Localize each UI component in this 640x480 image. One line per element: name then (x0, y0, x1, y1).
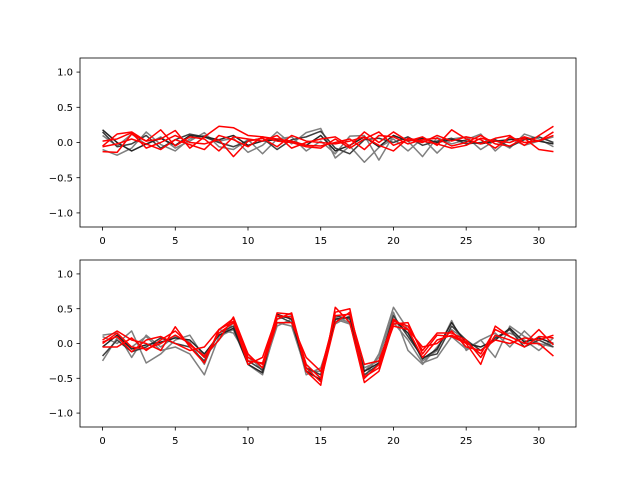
top-plot-y-tick-label: −1.0 (49, 209, 73, 220)
top-plot-x-tick-label: 30 (533, 236, 546, 247)
top-plot-y-tick-label: −0.5 (49, 173, 73, 184)
top-plot-y-tick-label: 0.0 (57, 138, 73, 149)
top-plot-x-ticks: 0 5 10 15 20 25 30 (99, 227, 545, 247)
bottom-plot-y-tick-label: 0.5 (57, 304, 73, 315)
bottom-plot-series-line-8 (102, 313, 554, 373)
top-plot-x-tick-label: 0 (99, 236, 105, 247)
top-plot-x-tick-label: 25 (460, 236, 473, 247)
top-plot-x-tick-label: 5 (172, 236, 178, 247)
top-plot-y-tick-label: 1.0 (57, 68, 73, 79)
top-plot-x-tick-label: 20 (387, 236, 400, 247)
bottom-plot-x-ticks: 0 5 10 15 20 25 30 (99, 427, 545, 447)
bottom-plot-x-tick-label: 10 (242, 436, 255, 447)
bottom-plot-frame (79, 259, 577, 428)
bottom-plot-y-tick-label: 0.0 (57, 339, 73, 350)
bottom-plot-series-line-9 (102, 311, 554, 383)
bottom-plot-y-ticks: −1.0 −0.5 0.0 0.5 1.0 (49, 270, 80, 420)
top-plot-series-line-8 (102, 131, 554, 158)
bottom-plot-y-tick-label: 1.0 (57, 270, 73, 281)
bottom-plot-series-group (101, 306, 554, 386)
top-plot-y-ticks: −1.0 −0.5 0.0 0.5 1.0 (49, 68, 80, 220)
bottom-plot-x-tick-label: 0 (99, 436, 105, 447)
bottom-plot-x-tick-label: 25 (460, 436, 473, 447)
bottom-plot-x-tick-label: 20 (387, 436, 400, 447)
top-plot-series-line-2 (102, 131, 554, 161)
bottom-plot-y-tick-label: −0.5 (49, 374, 73, 385)
top-plot-series-group (102, 125, 554, 163)
top-plot-x-tick-label: 15 (314, 236, 327, 247)
bottom-plot-x-tick-label: 5 (172, 436, 178, 447)
top-plot-y-tick-label: 0.5 (57, 103, 73, 114)
top-plot-series-line-5 (102, 125, 554, 152)
bottom-plot: 0 5 10 15 20 25 30 −1.0 −0.5 0.0 0.5 1.0 (49, 259, 577, 447)
top-plot-x-tick-label: 10 (242, 236, 255, 247)
bottom-plot-x-tick-label: 15 (314, 436, 327, 447)
bottom-plot-x-tick-label: 30 (533, 436, 546, 447)
top-plot: 0 5 10 15 20 25 30 −1.0 −0.5 0.0 0.5 1.0 (49, 57, 577, 247)
top-plot-frame (79, 57, 577, 228)
bottom-plot-y-tick-label: −1.0 (49, 409, 73, 420)
